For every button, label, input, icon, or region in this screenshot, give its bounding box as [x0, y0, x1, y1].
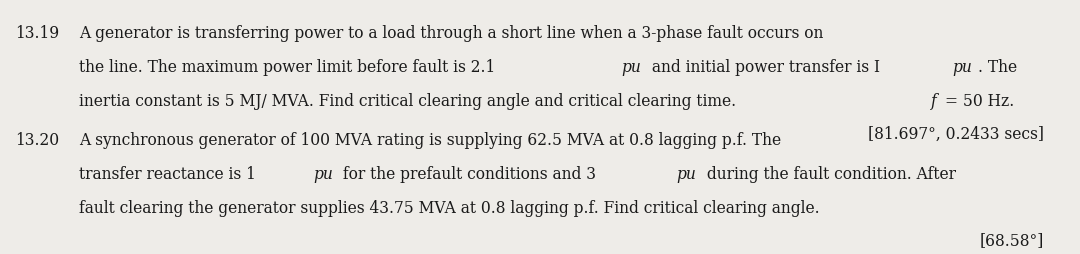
Text: the line. The maximum power limit before fault is 2.1: the line. The maximum power limit before…: [79, 59, 500, 76]
Text: A generator is transferring power to a load through a short line when a 3-phase : A generator is transferring power to a l…: [79, 25, 823, 42]
Text: pu: pu: [313, 166, 333, 183]
Text: [81.697°, 0.2433 secs]: [81.697°, 0.2433 secs]: [868, 125, 1044, 142]
Text: . The: . The: [978, 59, 1017, 76]
Text: pu: pu: [621, 59, 640, 76]
Text: = 50 Hz.: = 50 Hz.: [945, 93, 1014, 110]
Text: pu: pu: [677, 166, 697, 183]
Text: transfer reactance is 1: transfer reactance is 1: [79, 166, 260, 183]
Text: [68.58°]: [68.58°]: [980, 232, 1044, 249]
Text: and initial power transfer is I: and initial power transfer is I: [647, 59, 885, 76]
Text: A synchronous generator of 100 MVA rating is supplying 62.5 MVA at 0.8 lagging p: A synchronous generator of 100 MVA ratin…: [79, 132, 781, 149]
Text: fault clearing the generator supplies 43.75 MVA at 0.8 lagging p.f. Find critica: fault clearing the generator supplies 43…: [79, 200, 820, 217]
Text: inertia constant is 5 MJ/ MVA. Find critical clearing angle and critical clearin: inertia constant is 5 MJ/ MVA. Find crit…: [79, 93, 741, 110]
Text: for the prefault conditions and 3: for the prefault conditions and 3: [338, 166, 602, 183]
Text: during the fault condition. After: during the fault condition. After: [702, 166, 957, 183]
Text: 13.19: 13.19: [15, 25, 59, 42]
Text: f: f: [931, 93, 942, 110]
Text: pu: pu: [953, 59, 972, 76]
Text: 13.20: 13.20: [15, 132, 59, 149]
